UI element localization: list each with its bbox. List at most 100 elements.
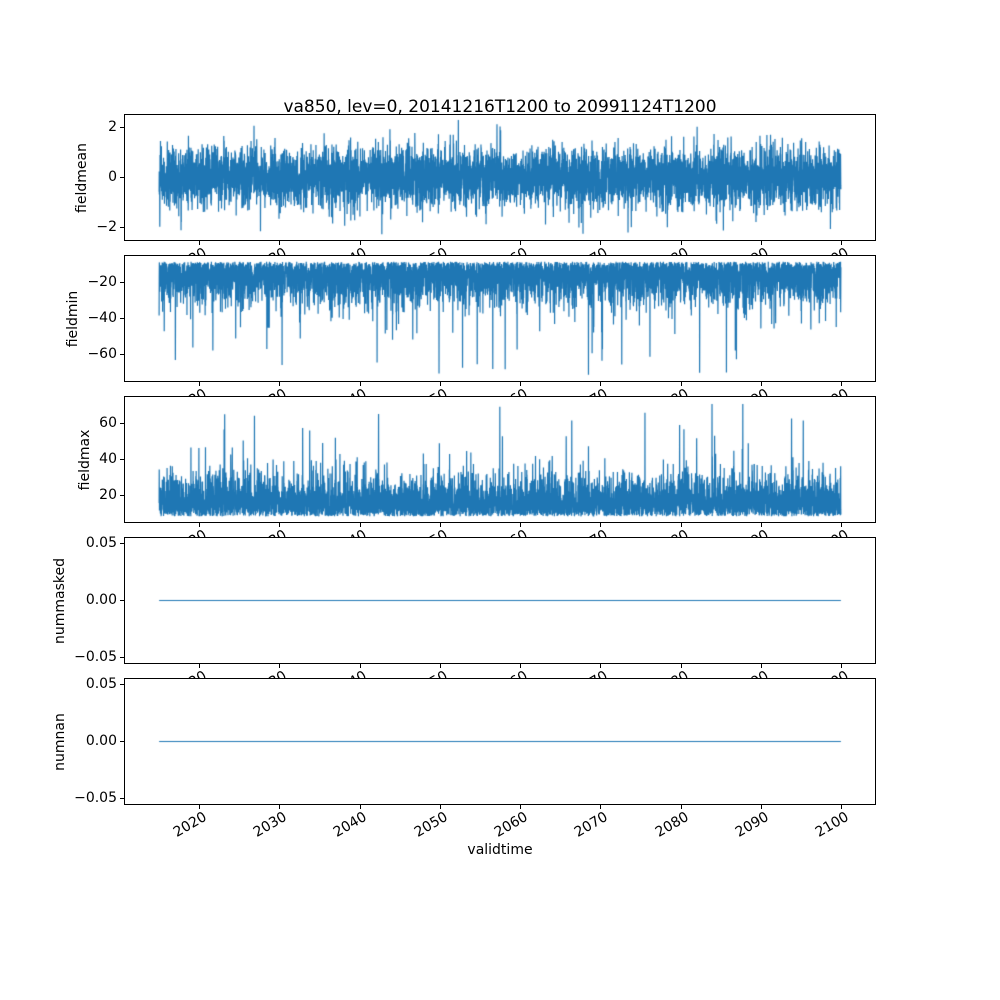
- x-tick-label: 2070: [572, 809, 611, 841]
- x-tick-mark: [279, 241, 281, 245]
- line-canvas-numnan: [125, 679, 875, 804]
- y-tick-mark: [120, 127, 124, 128]
- plot-frame: [124, 396, 876, 523]
- x-tick-mark: [841, 805, 843, 809]
- plot-frame: [124, 114, 876, 241]
- plot-frame: [124, 255, 876, 382]
- y-tick-mark: [120, 543, 124, 545]
- x-tick-mark: [680, 805, 682, 809]
- y-tick-mark: [120, 282, 124, 284]
- x-tick-label: 2030: [250, 809, 290, 841]
- x-tick-mark: [600, 664, 602, 668]
- y-tick-label: −60: [87, 345, 117, 362]
- x-tick-label: 2050: [411, 809, 451, 841]
- subplot-fieldmin: −20−40−602020203020402050206020702080209…: [0, 255, 1000, 418]
- y-tick-mark: [120, 797, 124, 799]
- y-tick-mark: [120, 459, 124, 460]
- y-tick-label: −2: [96, 219, 117, 235]
- x-tick-mark: [760, 382, 762, 386]
- y-tick-label: 0.05: [85, 676, 117, 693]
- chart-title: va850, lev=0, 20141216T1200 to 20991124T…: [283, 97, 717, 117]
- y-axis-label-nummasked: nummasked: [52, 557, 69, 644]
- x-tick-mark: [439, 382, 441, 386]
- x-tick-mark: [359, 664, 361, 668]
- x-tick-mark: [279, 382, 281, 386]
- x-tick-mark: [520, 664, 522, 668]
- y-tick-mark: [120, 353, 124, 355]
- line-canvas-nummasked: [125, 538, 875, 663]
- plot-frame: [124, 678, 876, 805]
- x-tick-label: 2100: [812, 809, 852, 841]
- x-tick-label: 2080: [652, 809, 692, 841]
- y-tick-label: 60: [99, 415, 117, 432]
- y-axis-label-numnan: numnan: [52, 712, 69, 771]
- y-tick-label: 0: [108, 169, 117, 185]
- y-tick-label: 0.05: [85, 535, 117, 552]
- y-axis-label-fieldmax: fieldmax: [77, 429, 94, 490]
- x-tick-mark: [279, 805, 281, 809]
- y-tick-mark: [120, 177, 124, 178]
- x-tick-mark: [520, 805, 522, 809]
- y-tick-label: −20: [87, 274, 117, 291]
- x-tick-mark: [279, 664, 281, 668]
- y-tick-label: −0.05: [74, 648, 117, 665]
- x-tick-mark: [279, 523, 281, 527]
- x-tick-mark: [600, 382, 602, 386]
- subplot-fieldmax: 6040202020203020402050206020702080209021…: [0, 396, 1000, 559]
- x-tick-mark: [520, 382, 522, 386]
- x-tick-mark: [359, 241, 361, 245]
- x-tick-mark: [760, 664, 762, 668]
- x-tick-mark: [760, 805, 762, 809]
- y-tick-label: −40: [87, 310, 117, 326]
- x-tick-mark: [199, 241, 201, 245]
- x-tick-mark: [680, 523, 682, 527]
- x-tick-mark: [680, 382, 682, 386]
- x-tick-mark: [199, 664, 201, 668]
- subplot-numnan: 0.05 0.00 −0.05 2020 2030 2040 2050 2060 2070 208…: [0, 676, 1000, 841]
- y-tick-label: 0.00: [85, 733, 117, 749]
- x-tick-mark: [760, 523, 762, 527]
- subplot-fieldmean: 20−2202020302040205020602070208020902100…: [0, 114, 1000, 277]
- y-axis-label-fieldmean: fieldmean: [74, 142, 91, 213]
- x-tick-mark: [841, 664, 843, 668]
- y-tick-mark: [120, 227, 124, 228]
- x-tick-mark: [199, 523, 201, 527]
- x-tick-mark: [760, 241, 762, 245]
- x-tick-mark: [199, 805, 201, 809]
- y-tick-mark: [120, 741, 124, 742]
- x-tick-mark: [520, 523, 522, 527]
- x-tick-mark: [680, 241, 682, 245]
- y-tick-mark: [120, 494, 124, 496]
- y-tick-label: 0.00: [85, 592, 117, 608]
- x-axis-label: validtime: [467, 842, 533, 858]
- line-canvas-fieldmean: [125, 115, 875, 240]
- line-canvas-fieldmin: [125, 256, 875, 381]
- x-tick-label: 2060: [491, 809, 531, 841]
- line-canvas-fieldmax: [125, 397, 875, 522]
- subplot-nummasked: 0.050.00−0.05202020302040205020602070208…: [0, 535, 1000, 700]
- x-tick-mark: [841, 523, 843, 527]
- y-tick-mark: [120, 318, 124, 319]
- x-tick-mark: [841, 241, 843, 245]
- y-tick-mark: [120, 423, 124, 425]
- x-tick-label: 2040: [331, 809, 371, 841]
- y-tick-label: 20: [99, 486, 117, 503]
- x-tick-mark: [359, 523, 361, 527]
- x-tick-mark: [439, 664, 441, 668]
- x-tick-mark: [439, 241, 441, 245]
- x-tick-mark: [600, 805, 602, 809]
- y-tick-mark: [120, 600, 124, 601]
- y-tick-mark: [120, 656, 124, 658]
- x-tick-mark: [600, 241, 602, 245]
- x-tick-mark: [680, 664, 682, 668]
- y-tick-mark: [120, 684, 124, 686]
- x-tick-mark: [199, 382, 201, 386]
- x-tick-mark: [439, 523, 441, 527]
- x-tick-mark: [439, 805, 441, 809]
- plot-frame: [124, 537, 876, 664]
- x-tick-label: 2090: [732, 809, 772, 841]
- x-tick-mark: [359, 805, 361, 809]
- y-axis-label-fieldmin: fieldmin: [65, 290, 82, 347]
- y-tick-label: −0.05: [74, 789, 117, 806]
